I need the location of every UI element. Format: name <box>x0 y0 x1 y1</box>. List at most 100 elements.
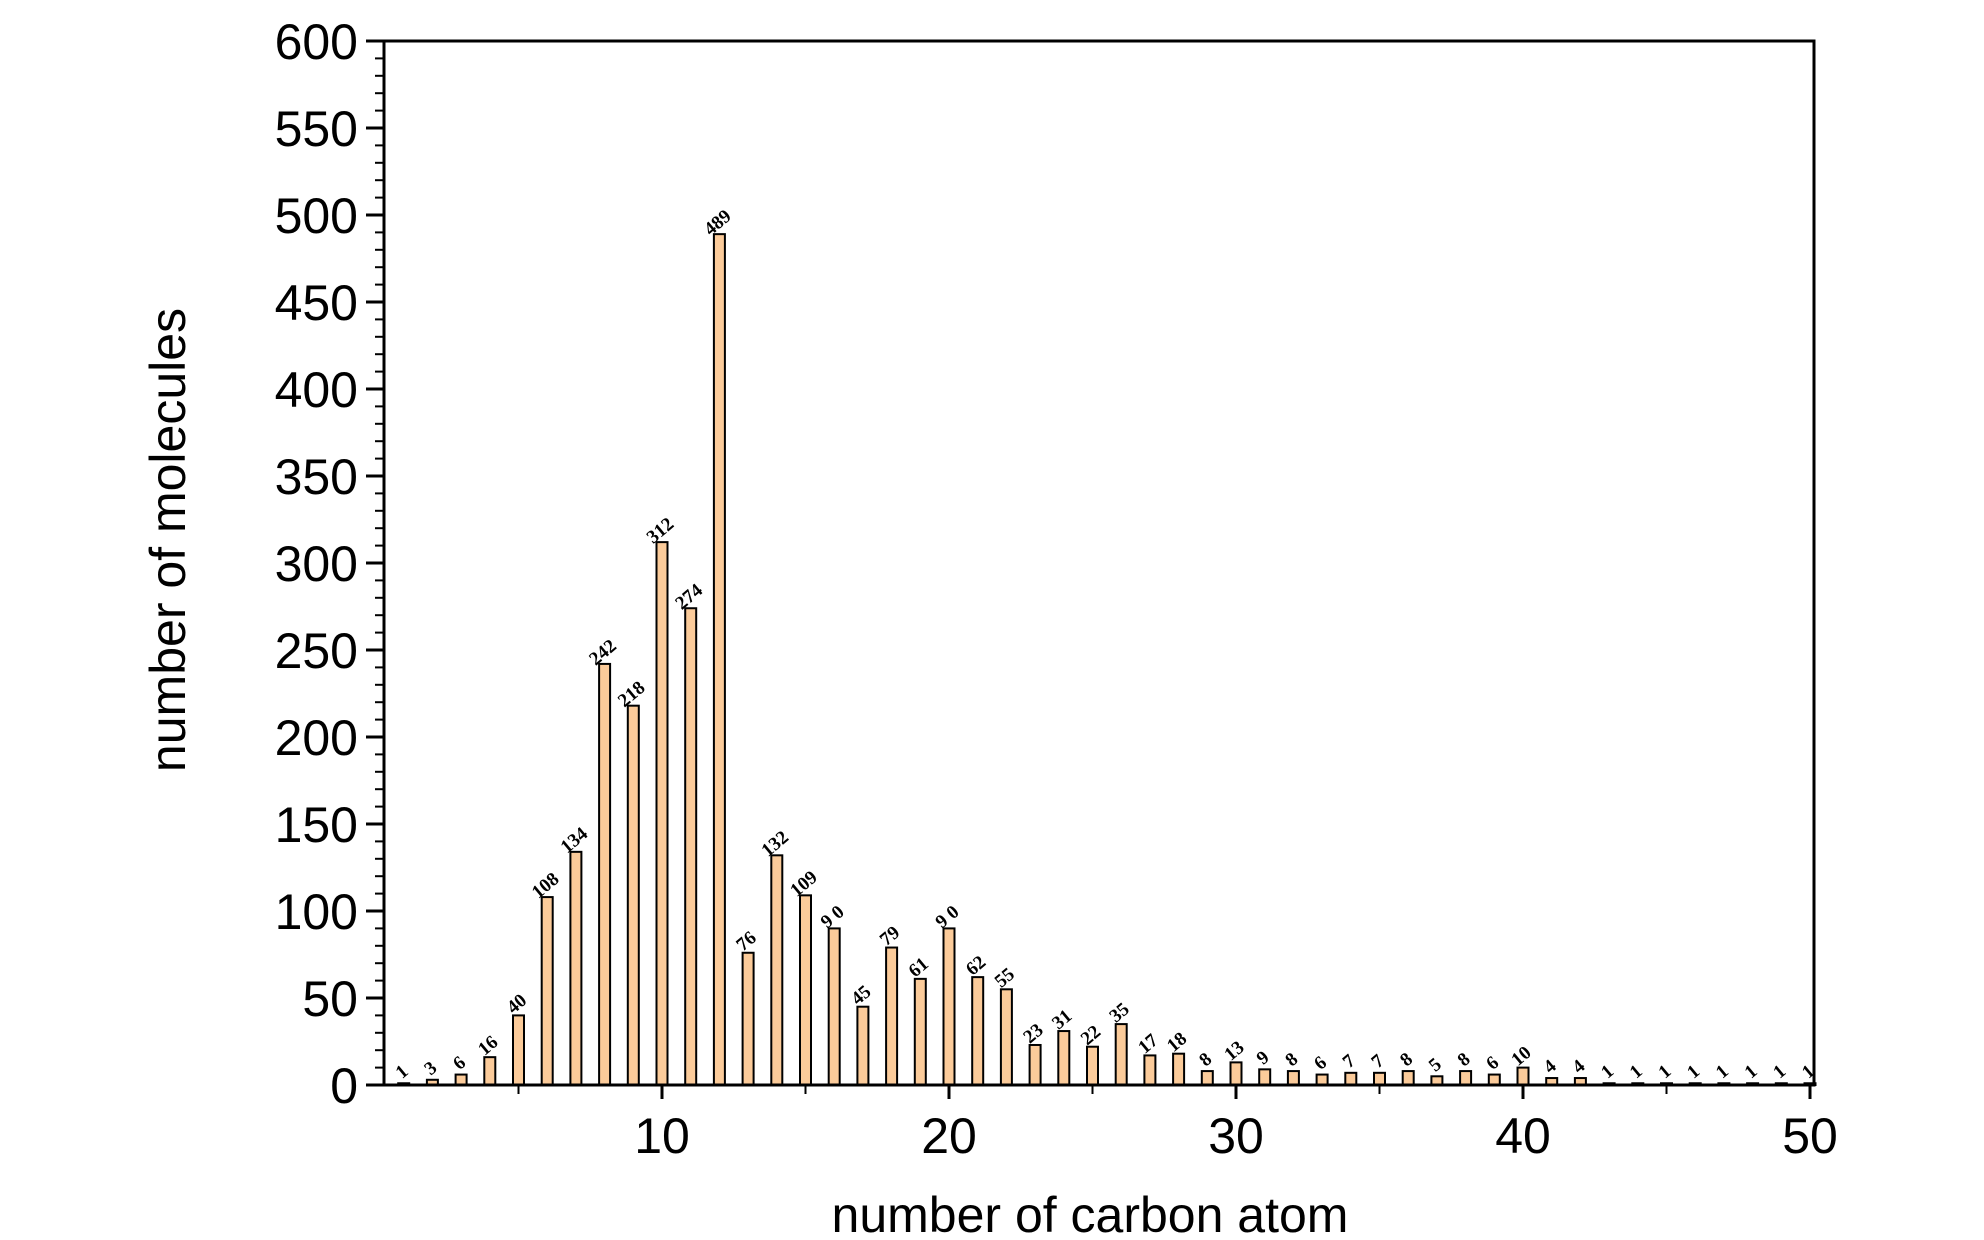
y-tick-label: 300 <box>275 536 358 592</box>
data-label: 22 <box>1077 1021 1105 1049</box>
bar <box>1229 1061 1243 1087</box>
bar <box>885 946 899 1086</box>
y-tick-label: 250 <box>275 623 358 679</box>
bar <box>569 850 583 1087</box>
bar <box>712 233 726 1086</box>
data-label: 62 <box>962 952 990 980</box>
y-tick-label: 150 <box>275 797 358 853</box>
x-axis-title: number of carbon atom <box>832 1187 1349 1240</box>
bar <box>540 896 554 1087</box>
data-label: 35 <box>1106 999 1134 1027</box>
data-label: 1 <box>1741 1061 1762 1083</box>
bar <box>1114 1023 1128 1086</box>
bar <box>770 854 784 1086</box>
bar <box>512 1014 525 1087</box>
y-tick-label: 200 <box>275 710 358 766</box>
bar <box>942 927 956 1087</box>
y-tick-label: 350 <box>275 449 358 505</box>
x-tick-label: 30 <box>1208 1108 1264 1164</box>
y-tick-label: 400 <box>275 362 358 418</box>
bar <box>1459 1070 1473 1086</box>
bar <box>626 704 640 1086</box>
bar <box>1344 1071 1358 1086</box>
data-label: 79 <box>876 922 904 950</box>
data-label: 1 <box>1683 1061 1704 1083</box>
data-label: 10 <box>1507 1042 1535 1070</box>
data-label: 17 <box>1134 1030 1162 1059</box>
y-tick-label: 0 <box>330 1058 358 1114</box>
y-tick-label: 550 <box>275 101 358 157</box>
data-label: 6 <box>1482 1052 1503 1074</box>
x-tick-label: 20 <box>921 1108 977 1164</box>
data-label: 109 <box>786 867 821 901</box>
bar <box>1172 1052 1186 1087</box>
bar <box>827 927 841 1087</box>
bar <box>1086 1045 1099 1086</box>
data-label: 6 <box>1310 1052 1331 1074</box>
bar <box>1315 1073 1329 1087</box>
data-label: 489 <box>700 206 735 240</box>
data-label: 108 <box>528 869 563 903</box>
y-tick-label: 100 <box>275 884 358 940</box>
data-label: 1 <box>1798 1061 1819 1083</box>
data-label: 8 <box>1396 1049 1417 1071</box>
x-axis-ticks: 10 20 30 40 50 <box>517 1085 1838 1164</box>
data-label: 76 <box>733 927 761 955</box>
bar <box>1057 1030 1071 1087</box>
data-label: 1 <box>392 1061 413 1083</box>
data-label: 274 <box>671 580 707 615</box>
bar <box>1028 1043 1042 1086</box>
bar <box>741 951 755 1087</box>
data-label: 7 <box>1368 1050 1389 1073</box>
x-tick-label: 40 <box>1495 1108 1551 1164</box>
data-label: 13 <box>1220 1037 1248 1065</box>
bar <box>913 977 927 1086</box>
data-label: 61 <box>905 953 933 981</box>
bar <box>1286 1070 1300 1086</box>
x-tick-label: 10 <box>634 1108 690 1164</box>
data-label: 132 <box>758 827 793 861</box>
y-tick-label: 450 <box>275 275 358 331</box>
y-tick-label: 600 <box>275 14 358 70</box>
bar <box>971 976 985 1086</box>
bar <box>1200 1070 1214 1086</box>
bar <box>1487 1073 1501 1087</box>
data-label: 8 <box>1195 1049 1216 1071</box>
bar <box>1258 1068 1272 1086</box>
y-axis-title: number of molecules <box>140 308 196 772</box>
data-label: 9 0 <box>932 902 964 933</box>
data-label: 8 <box>1281 1049 1302 1071</box>
data-label: 55 <box>991 964 1019 992</box>
data-label: 1 <box>1626 1061 1647 1083</box>
data-label: 242 <box>585 636 620 670</box>
bar <box>483 1056 497 1087</box>
data-label: 45 <box>847 981 875 1009</box>
y-tick-label: 50 <box>302 971 358 1027</box>
data-label: 8 <box>1454 1049 1475 1071</box>
y-axis-ticks: 0 50 100 150 200 250 300 350 400 450 500 550 600 <box>275 14 384 1114</box>
data-label: 3 <box>420 1057 441 1079</box>
bar <box>1143 1054 1157 1087</box>
data-label: 23 <box>1020 1020 1048 1048</box>
data-label: 18 <box>1163 1028 1191 1056</box>
bar <box>856 1005 870 1087</box>
bar <box>684 607 698 1086</box>
data-label: 218 <box>614 677 649 711</box>
data-label: 9 <box>1253 1047 1274 1069</box>
y-tick-label: 500 <box>275 188 358 244</box>
bar <box>454 1073 468 1087</box>
bar <box>655 541 669 1086</box>
bar <box>799 894 812 1087</box>
data-label: 31 <box>1048 1006 1076 1034</box>
data-label: 9 0 <box>817 902 849 933</box>
data-label: 134 <box>557 823 593 858</box>
bars-group <box>397 233 1817 1087</box>
data-label: 7 <box>1339 1050 1360 1073</box>
bar <box>1516 1066 1530 1086</box>
data-label: 6 <box>449 1052 470 1074</box>
data-label: 4 <box>1568 1055 1589 1078</box>
data-label: 4 <box>1540 1055 1561 1078</box>
data-label: 40 <box>503 990 531 1018</box>
plot-frame <box>382 39 1816 1087</box>
